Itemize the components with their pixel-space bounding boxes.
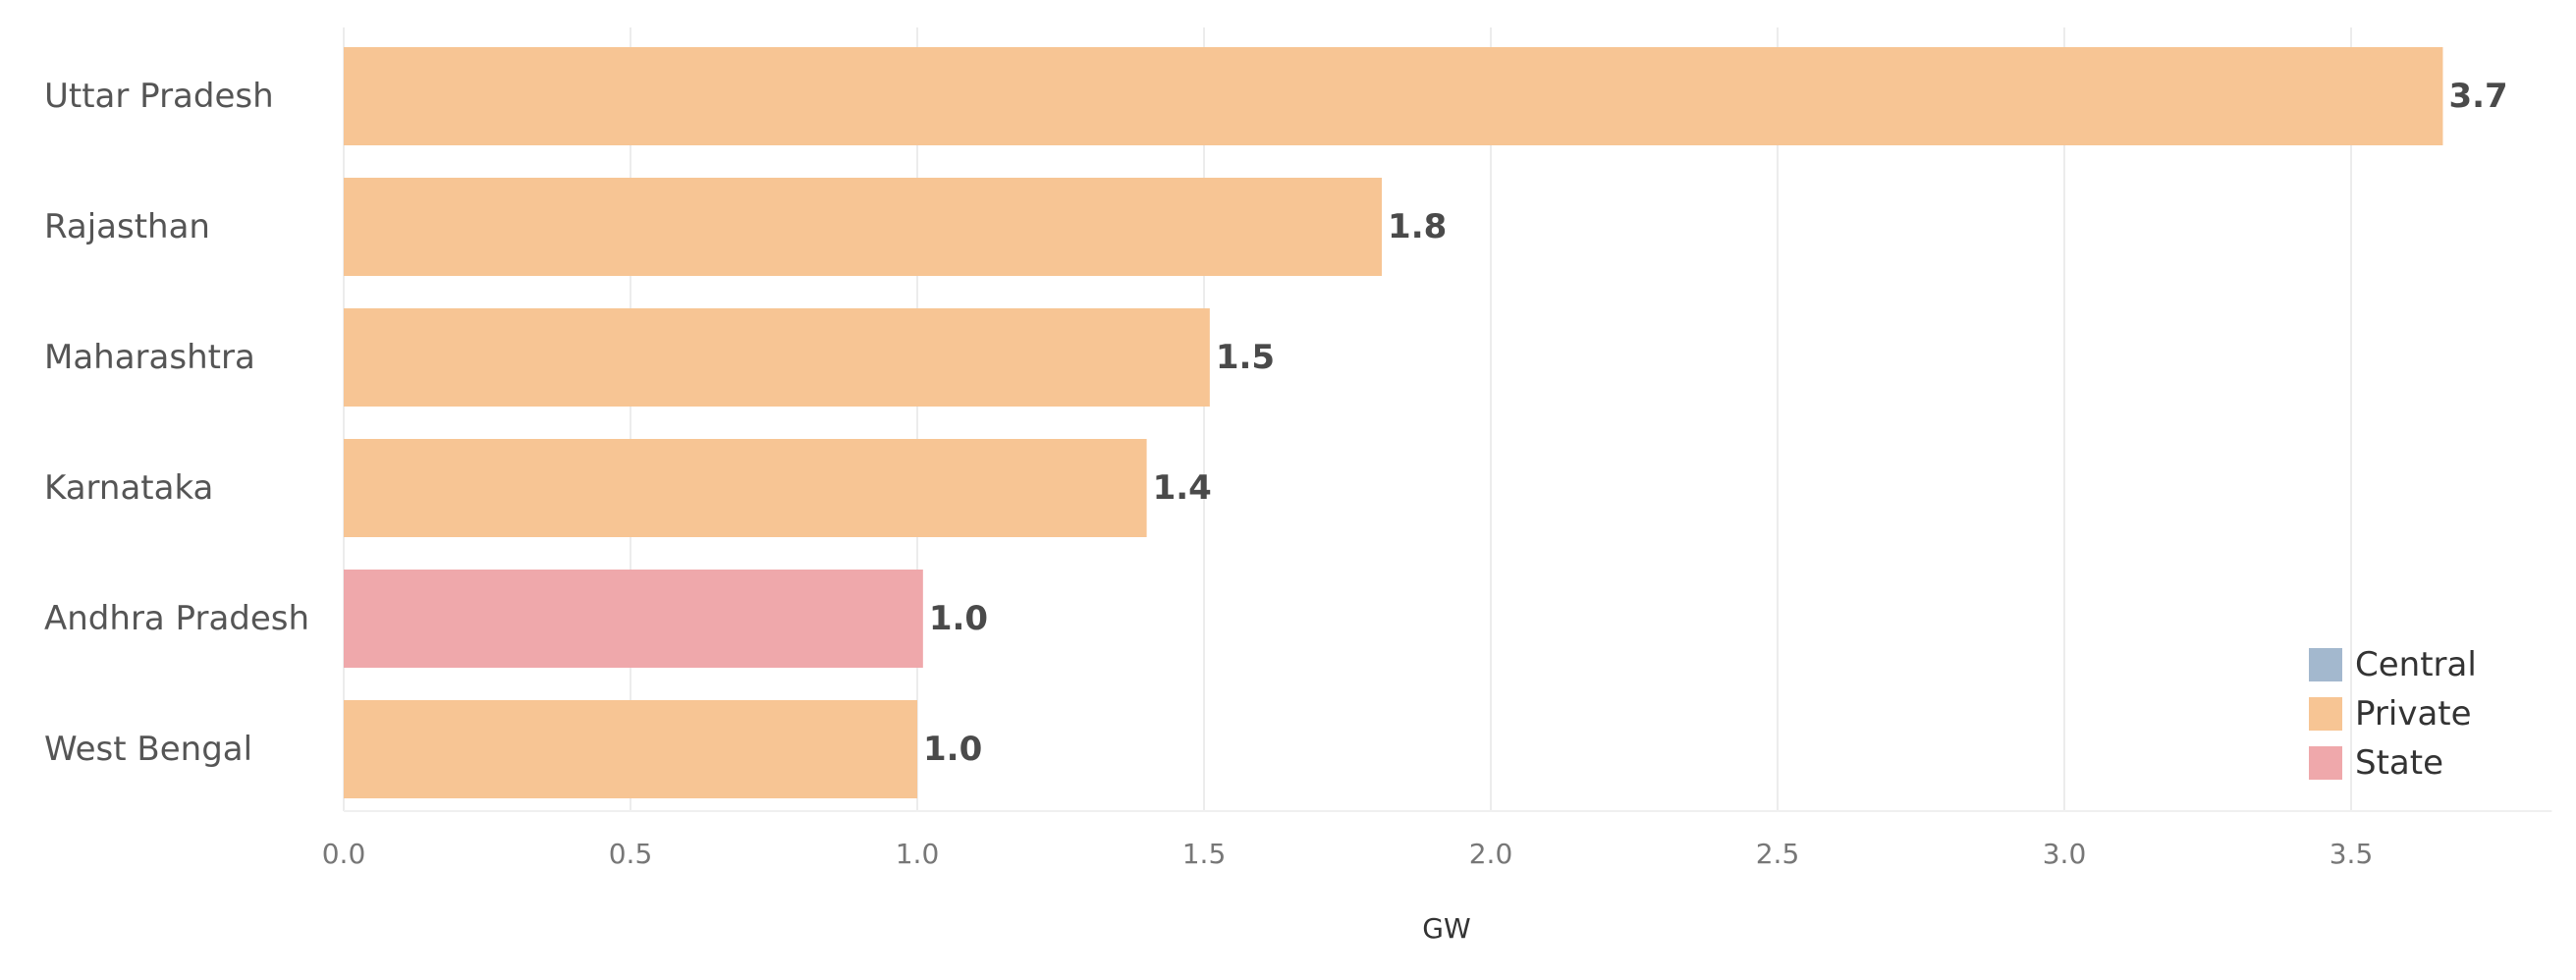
x-tick-label: 0.5 (609, 838, 653, 870)
category-label: Andhra Pradesh (44, 599, 309, 638)
bar (344, 439, 1147, 537)
x-tick-label: 2.5 (1756, 838, 1800, 870)
category-label: Uttar Pradesh (44, 77, 274, 116)
bar-value-label: 1.8 (1388, 207, 1447, 246)
bars (344, 47, 2443, 798)
value-labels: 3.7 1.8 1.5 1.4 1.0 1.0 (923, 77, 2508, 769)
legend: Central Private State (2309, 645, 2477, 783)
legend-label: State (2355, 743, 2443, 783)
bar (344, 570, 923, 668)
bar (344, 178, 1383, 276)
legend-swatch (2309, 648, 2342, 681)
x-tick-label: 3.0 (2043, 838, 2087, 870)
category-label: West Bengal (44, 730, 252, 769)
bar-value-label: 3.7 (2448, 77, 2507, 116)
x-tick-label: 3.5 (2329, 838, 2374, 870)
category-label: Karnataka (44, 468, 213, 508)
bar-value-label: 1.0 (923, 730, 982, 769)
legend-swatch (2309, 746, 2342, 780)
x-tick-label: 1.0 (896, 838, 940, 870)
bar (344, 700, 917, 798)
bar (344, 47, 2443, 145)
bar (344, 308, 1210, 407)
legend-swatch (2309, 697, 2342, 731)
legend-label: Private (2355, 694, 2472, 734)
gridlines (343, 27, 2552, 812)
category-labels: Uttar Pradesh Rajasthan Maharashtra Karnata… (44, 77, 309, 769)
x-tick-label: 1.5 (1182, 838, 1227, 870)
bar-value-label: 1.5 (1216, 338, 1275, 377)
category-label: Maharashtra (44, 338, 255, 377)
x-tick-labels: 0.0 0.5 1.0 1.5 2.0 2.5 3.0 3.5 (322, 838, 2374, 870)
bar-value-label: 1.0 (929, 599, 988, 638)
category-label: Rajasthan (44, 207, 210, 246)
legend-label: Central (2355, 645, 2477, 684)
x-tick-label: 0.0 (322, 838, 366, 870)
x-axis-title: GW (1422, 912, 1470, 945)
bar-value-label: 1.4 (1153, 468, 1212, 508)
x-tick-label: 2.0 (1469, 838, 1513, 870)
